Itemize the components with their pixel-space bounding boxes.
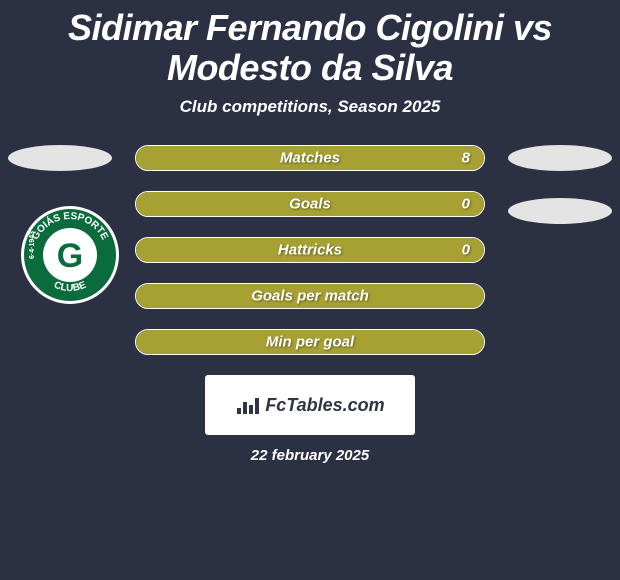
stat-label: Goals per match [251, 288, 369, 305]
stat-row-goals: Goals 0 [135, 191, 485, 217]
club-logo: G GOIÁS ESPORTE CLUBE 6·4·1943 [20, 205, 120, 305]
stat-value-right: 0 [462, 242, 470, 259]
page-title: Sidimar Fernando Cigolini vs Modesto da … [0, 0, 620, 87]
stat-row-hattricks: Hattricks 0 [135, 237, 485, 263]
stat-value-right: 0 [462, 196, 470, 213]
stats-panel: G GOIÁS ESPORTE CLUBE 6·4·1943 Matches 8… [0, 145, 620, 355]
brand-badge[interactable]: FcTables.com [205, 375, 415, 435]
date-text: 22 february 2025 [0, 447, 620, 464]
club-logo-g: G [57, 237, 83, 275]
stat-row-min-per-goal: Min per goal [135, 329, 485, 355]
stat-label: Min per goal [266, 334, 354, 351]
stat-row-matches: Matches 8 [135, 145, 485, 171]
player-right-oval-1 [508, 145, 612, 171]
subtitle: Club competitions, Season 2025 [0, 97, 620, 117]
player-right-oval-2 [508, 198, 612, 224]
stat-value-right: 8 [462, 150, 470, 167]
brand-text: FcTables.com [265, 395, 384, 416]
player-left-oval-1 [8, 145, 112, 171]
bar-chart-icon [235, 394, 259, 416]
stat-label: Hattricks [278, 242, 342, 259]
club-logo-year: 6·4·1943 [29, 231, 36, 259]
stat-label: Matches [280, 150, 340, 167]
stat-row-goals-per-match: Goals per match [135, 283, 485, 309]
stat-label: Goals [289, 196, 331, 213]
